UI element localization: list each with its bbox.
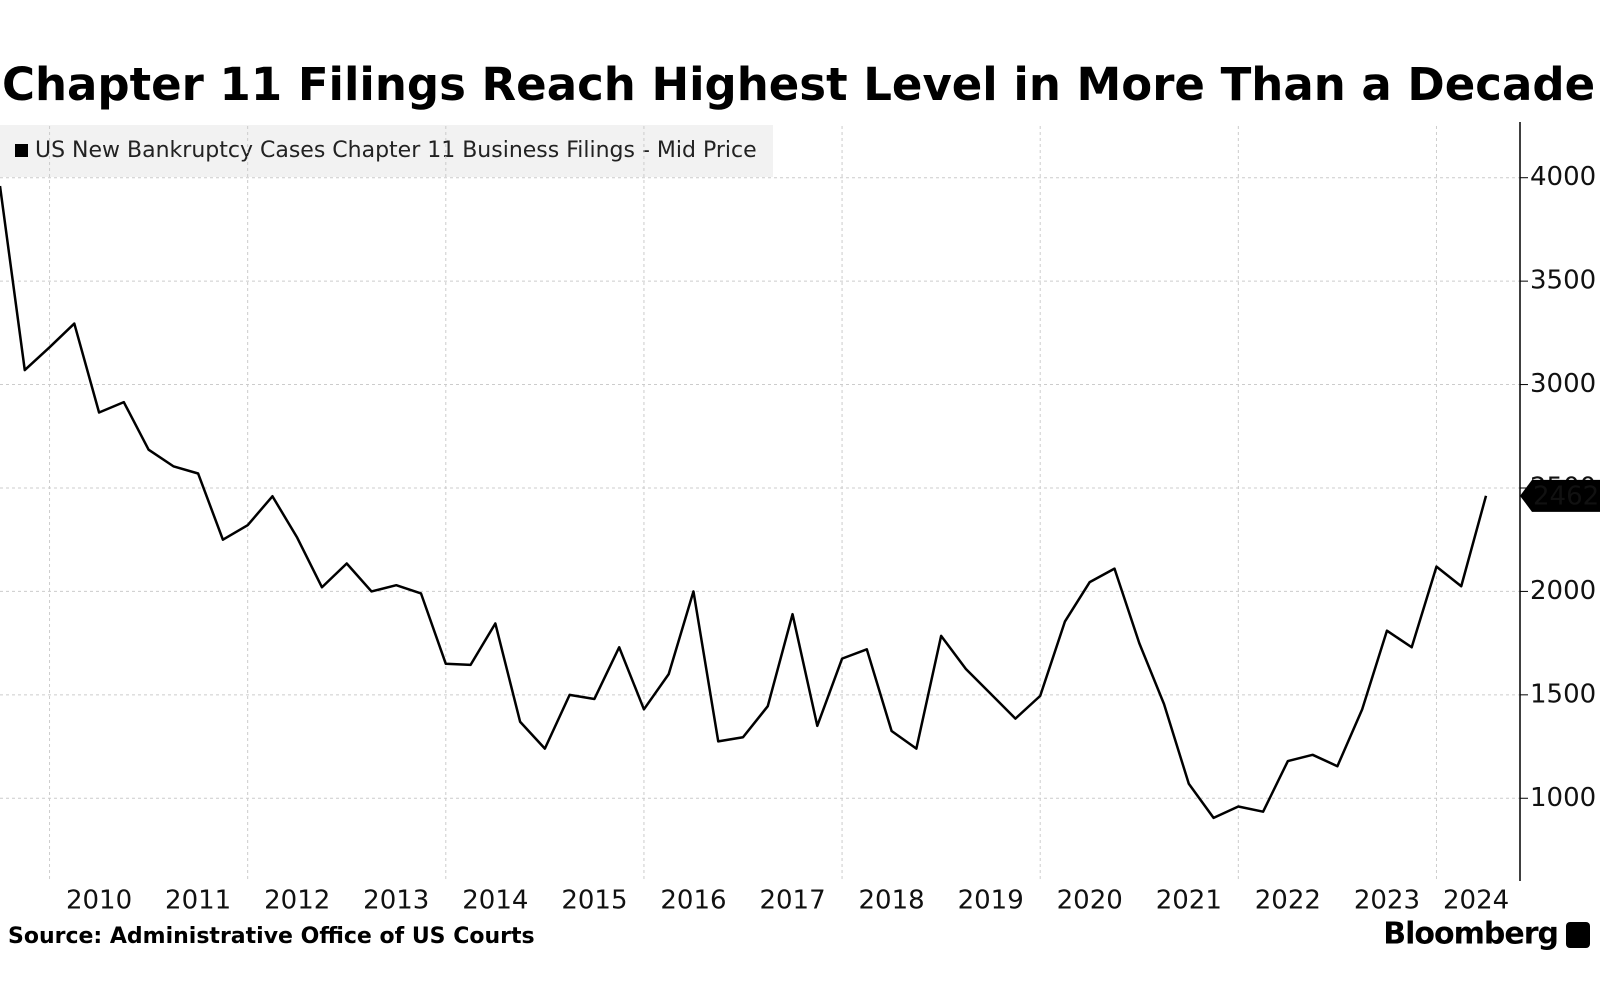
x-tick-label: 2022 bbox=[1255, 886, 1321, 916]
x-tick-label: 2014 bbox=[462, 886, 528, 916]
last-value-label: 2462 bbox=[1533, 481, 1599, 511]
x-tick-label: 2018 bbox=[859, 886, 925, 916]
x-tick-label: 2024 bbox=[1443, 886, 1509, 916]
x-tick-label: 2013 bbox=[363, 886, 429, 916]
legend-swatch bbox=[15, 144, 28, 157]
x-tick-label: 2016 bbox=[660, 886, 726, 916]
x-tick-label: 2012 bbox=[264, 886, 330, 916]
chart-title: Chapter 11 Filings Reach Highest Level i… bbox=[2, 58, 1595, 111]
x-tick-label: 2021 bbox=[1156, 886, 1222, 916]
x-tick-label: 2019 bbox=[958, 886, 1024, 916]
x-tick-label: 2020 bbox=[1057, 886, 1123, 916]
x-tick-label: 2010 bbox=[66, 886, 132, 916]
x-tick-label: 2017 bbox=[759, 886, 825, 916]
y-tick-label: 1500 bbox=[1530, 679, 1596, 709]
y-tick-label: 4000 bbox=[1530, 162, 1596, 192]
y-tick-label: 1000 bbox=[1530, 783, 1596, 813]
source: Source: Administrative Office of US Cour… bbox=[8, 924, 535, 949]
brand: Bloomberg bbox=[1383, 917, 1558, 952]
brand-icon bbox=[1566, 922, 1590, 948]
line bbox=[0, 185, 1488, 820]
last-value-tag bbox=[1520, 479, 1600, 512]
x-tick-label: 2015 bbox=[561, 886, 627, 916]
y-tick-label: 3500 bbox=[1530, 266, 1596, 296]
x-tick-label: 2011 bbox=[165, 886, 231, 916]
x-tick-label: 2023 bbox=[1354, 886, 1420, 916]
legend-label: US New Bankruptcy Cases Chapter 11 Busin… bbox=[35, 138, 757, 163]
y-tick-label: 2000 bbox=[1530, 576, 1596, 606]
y-tick-label: 3000 bbox=[1530, 369, 1596, 399]
